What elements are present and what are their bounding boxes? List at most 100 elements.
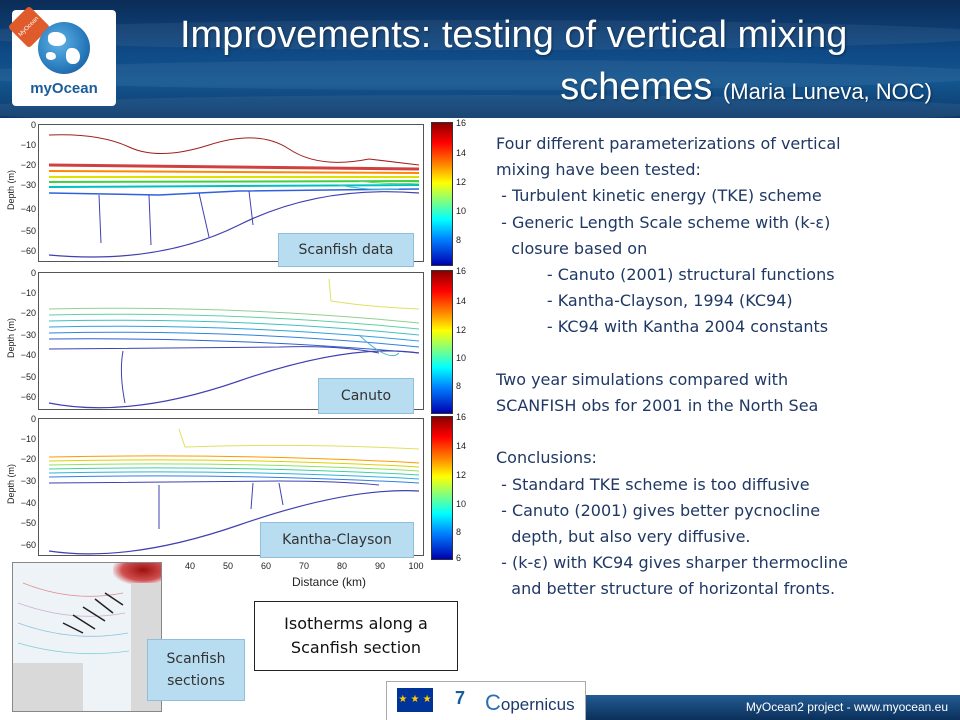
colorbar [431, 122, 453, 266]
y-tick: −20 [20, 308, 36, 318]
text-line: SCANFISH obs for 2001 in the North Sea [496, 396, 819, 416]
figure-caption-box: Isotherms along a Scanfish section [254, 601, 458, 671]
slide-title-main: schemes [560, 66, 713, 108]
footer-logos: ★ ★ ★ 7 Copernicus [386, 681, 586, 720]
header-wave-decoration [0, 20, 960, 50]
logo-text: myOcean [30, 80, 98, 97]
x-axis-ticks: 40 50 60 70 80 90 100 [8, 561, 428, 575]
y-tick: −20 [20, 160, 36, 170]
panel-label-canuto: Canuto [318, 378, 414, 414]
y-tick: −30 [20, 330, 36, 340]
x-tick: 50 [222, 561, 233, 571]
slide-title-line1: Improvements: testing of vertical mixing [180, 14, 848, 56]
x-tick: 90 [374, 561, 385, 571]
text-line: Conclusions: [496, 448, 597, 468]
text-line: depth, but also very diffusive. [496, 527, 751, 547]
y-tick: −10 [20, 140, 36, 150]
x-axis-label: Distance (km) [292, 575, 367, 589]
inset-label-line1: Scanfish [166, 651, 226, 667]
slide-title-line2: schemes (Maria Luneva, NOC) [560, 66, 932, 109]
colorbar [431, 416, 453, 560]
isotherm-plot [48, 134, 420, 258]
text-line: Two year simulations compared with [496, 369, 789, 389]
inset-label-line2: sections [167, 673, 225, 689]
y-tick: 0 [30, 120, 36, 130]
text-line: Four different parameterizations of vert… [496, 134, 841, 153]
y-tick: −50 [20, 518, 36, 528]
inset-label: Scanfish sections [147, 639, 245, 701]
colorbar-tick: 14 [456, 296, 467, 306]
y-tick: −50 [20, 226, 36, 236]
colorbar-tick: 12 [456, 177, 467, 187]
text-line [496, 419, 946, 445]
colorbar-tick: 14 [456, 148, 467, 158]
fp7-logo-icon: 7 [454, 688, 465, 708]
colorbar [431, 270, 453, 414]
text-line [496, 341, 946, 367]
y-tick: −40 [20, 204, 36, 214]
x-tick: 60 [260, 561, 271, 571]
x-tick: 70 [298, 561, 309, 571]
colorbar-tick: 12 [456, 470, 467, 480]
caption-line2: Scanfish section [290, 638, 422, 657]
eu-flag-stars: ★ ★ ★ [398, 694, 432, 705]
x-tick: 100 [408, 561, 424, 571]
eu-flag-icon: ★ ★ ★ [397, 688, 433, 712]
text-line: - (k-ε) with KC94 gives sharper thermocl… [496, 553, 848, 573]
slide-header: MyOcean 2 myOcean Improvements: testing … [0, 0, 960, 118]
panel-label-kantha-clayson: Kantha-Clayson [260, 522, 414, 558]
panel-scanfish: Depth (m) 0 −10 −20 −30 −40 −50 −60 [6, 120, 424, 264]
colorbar-tick: 10 [456, 353, 467, 363]
y-tick: −10 [20, 434, 36, 444]
colorbar-tick: 10 [456, 499, 467, 509]
colorbar-tick: 16 [456, 412, 467, 422]
x-tick: 80 [336, 561, 347, 571]
colorbar-tick: 8 [456, 235, 462, 245]
y-tick: −30 [20, 180, 36, 190]
scanfish-sections-map [12, 562, 162, 712]
colorbar-tick: 16 [456, 118, 467, 128]
map-contours [17, 582, 130, 655]
globe-icon [38, 22, 90, 74]
text-line: - Generic Length Scale scheme with (k-ε) [496, 212, 831, 232]
colorbar-tick: 16 [456, 266, 467, 276]
y-tick: 0 [30, 414, 36, 424]
y-tick: −10 [20, 288, 36, 298]
text-line: - Canuto (2001) gives better pycnocline [496, 500, 821, 520]
copernicus-c-icon: C [485, 690, 501, 715]
colorbar-tick: 6 [456, 553, 462, 563]
isotherm-plot [48, 278, 420, 409]
text-line: - Kantha-Clayson, 1994 (KC94) [496, 291, 793, 311]
colorbar-tick: 10 [456, 206, 467, 216]
y-tick: −60 [20, 246, 36, 256]
text-line: and better structure of horizontal front… [496, 579, 836, 599]
text-line: - Standard TKE scheme is too diffusive [496, 474, 810, 494]
y-tick: −30 [20, 476, 36, 486]
colorbar-tick: 14 [456, 441, 467, 451]
text-line: - Turbulent kinetic energy (TKE) scheme [496, 186, 822, 206]
text-line: - Canuto (2001) structural functions [496, 265, 835, 285]
myocean-logo: MyOcean 2 myOcean [7, 5, 116, 106]
body-text: Four different parameterizations of vert… [496, 131, 946, 603]
slide-author: (Maria Luneva, NOC) [722, 79, 932, 104]
y-tick: −60 [20, 392, 36, 402]
y-tick: −40 [20, 350, 36, 360]
caption-line1: Isotherms along a [284, 614, 428, 633]
text-line: closure based on [496, 238, 648, 258]
y-tick: 0 [30, 268, 36, 278]
copernicus-logo: Copernicus [485, 690, 575, 716]
isotherm-plot [48, 428, 420, 555]
colorbar-tick: 8 [456, 527, 462, 537]
panel-label-scanfish: Scanfish data [278, 233, 414, 267]
colorbar-tick: 12 [456, 325, 467, 335]
map-hotspot [113, 563, 161, 585]
map-land [13, 663, 83, 711]
header-wave-decoration [0, 95, 960, 118]
text-line: mixing have been tested: [496, 160, 701, 180]
copernicus-logo-text: opernicus [500, 695, 575, 714]
y-tick: −20 [20, 454, 36, 464]
plot-area [38, 124, 424, 262]
header-wave-decoration [0, 60, 960, 90]
x-tick: 40 [184, 561, 195, 571]
footer-project-bar: MyOcean2 project - www.myocean.eu [586, 695, 960, 720]
